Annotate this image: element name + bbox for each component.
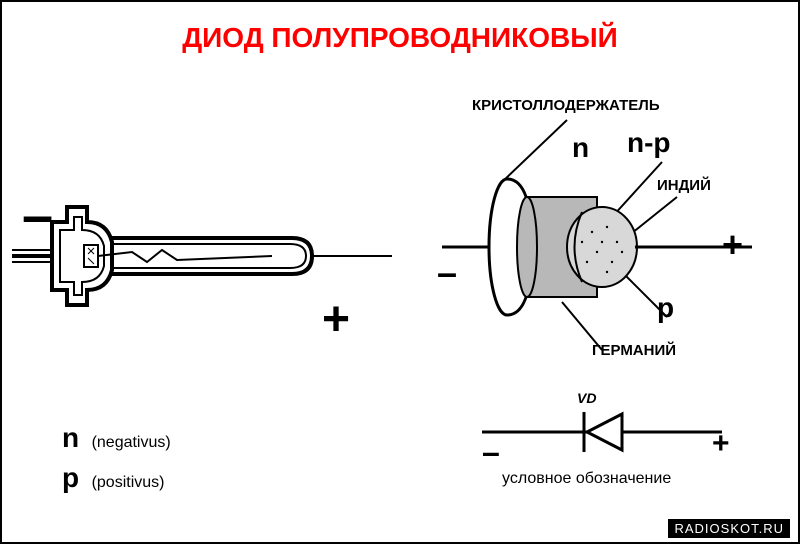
indium-label: ИНДИЙ (657, 177, 711, 194)
p-label: p (657, 292, 674, 324)
legend-n: n (negativus) (62, 422, 171, 454)
legend-n-text: (negativus) (92, 434, 171, 451)
legend-n-symbol: n (62, 422, 79, 453)
symbol-vd: VD (577, 390, 596, 406)
diode-symbol (472, 392, 732, 472)
legend-p-text: (positivus) (92, 474, 165, 491)
symbol-minus: – (482, 434, 500, 471)
right-minus: – (437, 252, 457, 294)
left-minus: – (22, 182, 53, 247)
germanium-label: ГЕРМАНИЙ (592, 342, 676, 359)
right-diode-diagram (432, 102, 762, 362)
page-title: ДИОД ПОЛУПРОВОДНИКОВЫЙ (2, 22, 798, 54)
symbol-caption: условное обозначение (502, 470, 671, 488)
title-text: ДИОД ПОЛУПРОВОДНИКОВЫЙ (182, 22, 618, 53)
legend-p: p (positivus) (62, 462, 164, 494)
n-label: n (572, 132, 589, 164)
crystal-holder-label: КРИСТОЛЛОДЕРЖАТЕЛЬ (472, 97, 660, 114)
watermark: RADIOSKOT.RU (668, 519, 790, 538)
legend-p-symbol: p (62, 462, 79, 493)
symbol-plus: + (712, 427, 730, 461)
right-plus: + (722, 224, 743, 266)
np-label: n-p (627, 127, 671, 159)
left-plus: + (322, 292, 350, 347)
